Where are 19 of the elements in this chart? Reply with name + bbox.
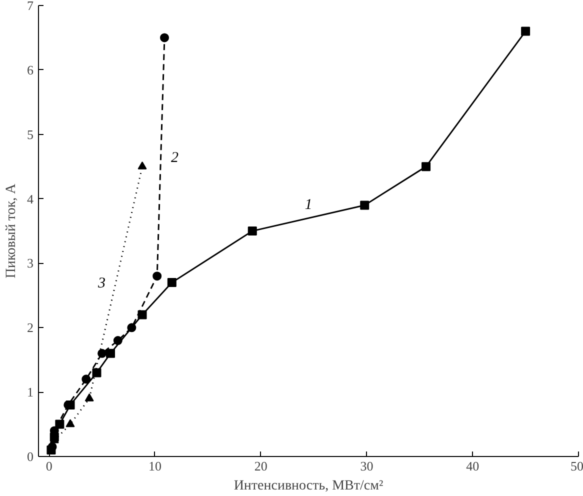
y-axis-title: Пиковый ток, А [4, 182, 19, 278]
x-axis-title: Интенсивность, МВт/см² [234, 478, 384, 494]
x-tick-label: 0 [46, 458, 52, 474]
y-tick-label: 0 [27, 449, 34, 464]
x-tick-label: 40 [466, 458, 480, 474]
series-label: 1 [304, 197, 312, 214]
series-label: 3 [97, 276, 106, 292]
y-tick-label: 7 [27, 0, 34, 13]
y-tick-label: 4 [27, 191, 34, 206]
x-tick-label: 30 [360, 458, 374, 474]
y-tick-label: 5 [27, 126, 34, 142]
x-tick-label: 50 [570, 458, 583, 474]
x-tick-label: 10 [148, 458, 162, 474]
series-label: 2 [171, 150, 180, 166]
x-tick-label: 20 [254, 458, 268, 474]
y-tick-label: 6 [27, 62, 34, 78]
y-tick-label: 3 [27, 256, 34, 271]
y-tick-label: 1 [27, 384, 34, 400]
y-tick-label: 2 [27, 320, 34, 336]
